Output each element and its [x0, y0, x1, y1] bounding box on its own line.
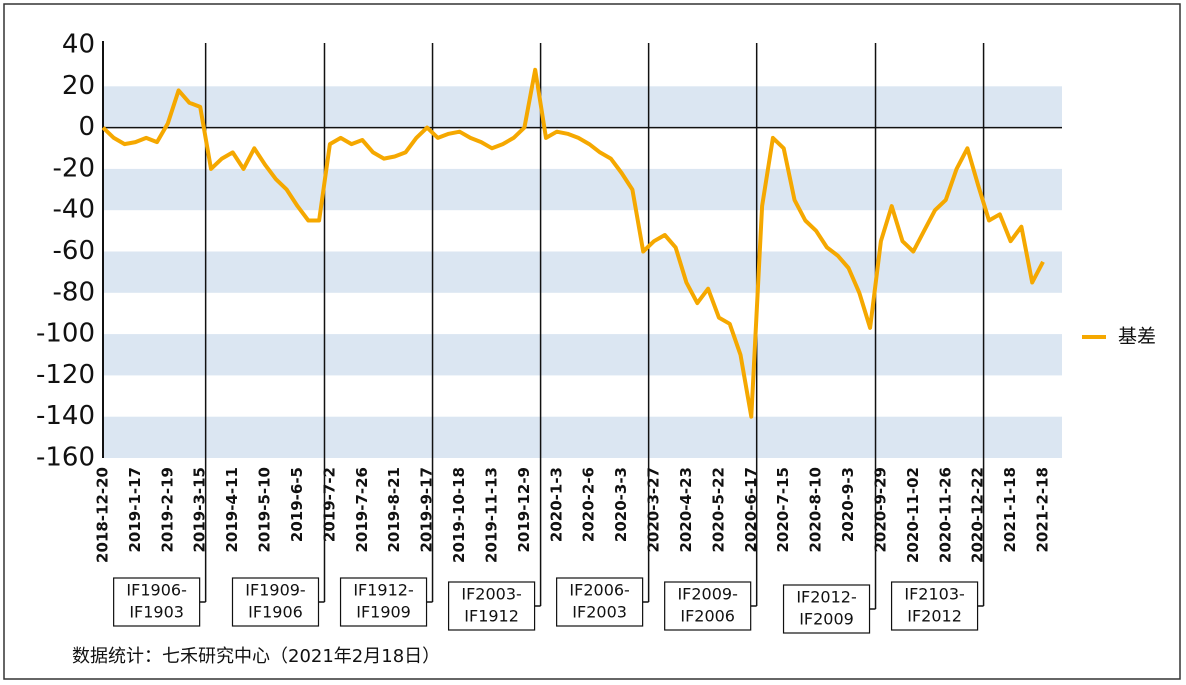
x-tick-label: 2020-11-26: [936, 467, 954, 563]
x-tick-label: 2020-7-15: [774, 467, 792, 553]
roll-label: IF1909: [356, 603, 411, 622]
y-tick-label: -40: [53, 195, 95, 225]
roll-box: [447, 581, 536, 631]
x-tick-label: 2019-11-13: [482, 467, 500, 563]
y-tick-label: -140: [36, 401, 95, 431]
x-tick-label: 2020-8-10: [807, 467, 825, 553]
x-tick-label: 2020-12-22: [969, 467, 987, 563]
x-tick-label: 2020-1-3: [547, 467, 565, 542]
roll-label: IF1912: [464, 607, 519, 626]
y-tick-label: -20: [53, 153, 95, 183]
roll-label: IF2103-: [904, 585, 964, 604]
roll-label: IF1903: [129, 603, 184, 622]
x-tick-label: 2019-8-21: [385, 467, 403, 553]
roll-label: IF2006: [680, 607, 735, 626]
roll-label: IF2012: [907, 607, 962, 626]
grid-band: [103, 168, 1062, 211]
x-tick-label: 2019-2-19: [158, 467, 176, 553]
roll-label: IF2009-: [677, 585, 737, 604]
x-tick-label: 2020-11-02: [904, 467, 922, 563]
x-tick-label: 2020-3-27: [645, 467, 663, 553]
roll-box: [782, 584, 871, 634]
y-tick-label: 20: [62, 71, 95, 101]
source-note: 数据统计：七禾研究中心（2021年2月18日）: [72, 646, 440, 667]
y-tick-label: -120: [36, 360, 95, 390]
roll-label: IF1912-: [353, 581, 413, 600]
roll-label: IF2012-: [796, 588, 856, 607]
roll-box: [556, 577, 644, 627]
x-tick-label: 2020-5-22: [709, 467, 727, 553]
x-tick-label: 2019-7-26: [353, 467, 371, 553]
x-tick-label: 2019-3-15: [191, 467, 209, 553]
roll-label: IF1909-: [245, 581, 305, 600]
roll-box: [231, 577, 320, 627]
x-tick-label: 2021-2-18: [1034, 467, 1052, 553]
y-tick-label: -80: [53, 277, 95, 307]
roll-label: IF1906-: [126, 581, 186, 600]
y-tick-label: 40: [62, 30, 95, 60]
x-tick-label: 2019-7-2: [320, 467, 338, 542]
grid-band: [103, 416, 1062, 458]
x-tick-label: 2020-2-6: [580, 467, 598, 542]
grid-band: [103, 334, 1062, 376]
x-tick-label: 2020-9-29: [871, 467, 889, 553]
grid-band: [103, 86, 1062, 128]
x-tick-label: 2019-10-18: [450, 467, 468, 563]
y-tick-label: 0: [78, 112, 95, 142]
roll-label: IF1906: [248, 603, 303, 622]
y-tick-label: -100: [36, 319, 95, 349]
series-line: [101, 67, 1045, 419]
roll-label: IF2009: [799, 610, 854, 629]
roll-label: IF2003: [572, 603, 627, 622]
roll-box: [664, 581, 752, 631]
roll-box: [890, 581, 979, 631]
x-tick-label: 2020-6-17: [742, 467, 760, 553]
roll-box: [113, 577, 201, 627]
x-tick-label: 2019-4-11: [223, 467, 241, 553]
grid-band: [103, 251, 1062, 293]
y-tick-label: -160: [36, 443, 95, 473]
x-tick-label: 2019-6-5: [288, 467, 306, 542]
roll-box: [339, 577, 428, 627]
legend-label: 基差: [1118, 326, 1156, 348]
y-tick-label: -60: [53, 236, 95, 266]
x-tick-label: 2019-9-17: [418, 467, 436, 553]
x-tick-label: 2020-9-3: [839, 467, 857, 542]
roll-label: IF2006-: [569, 581, 629, 600]
x-tick-label: 2021-1-18: [1001, 467, 1019, 553]
x-tick-label: 2020-4-23: [677, 467, 695, 553]
roll-label: IF2003-: [461, 585, 521, 604]
x-tick-label: 2020-3-3: [612, 467, 630, 542]
x-tick-label: 2019-1-17: [126, 467, 144, 553]
x-tick-label: 2018-12-20: [94, 467, 112, 563]
x-tick-label: 2019-12-9: [515, 467, 533, 553]
x-tick-label: 2019-5-10: [256, 467, 274, 553]
